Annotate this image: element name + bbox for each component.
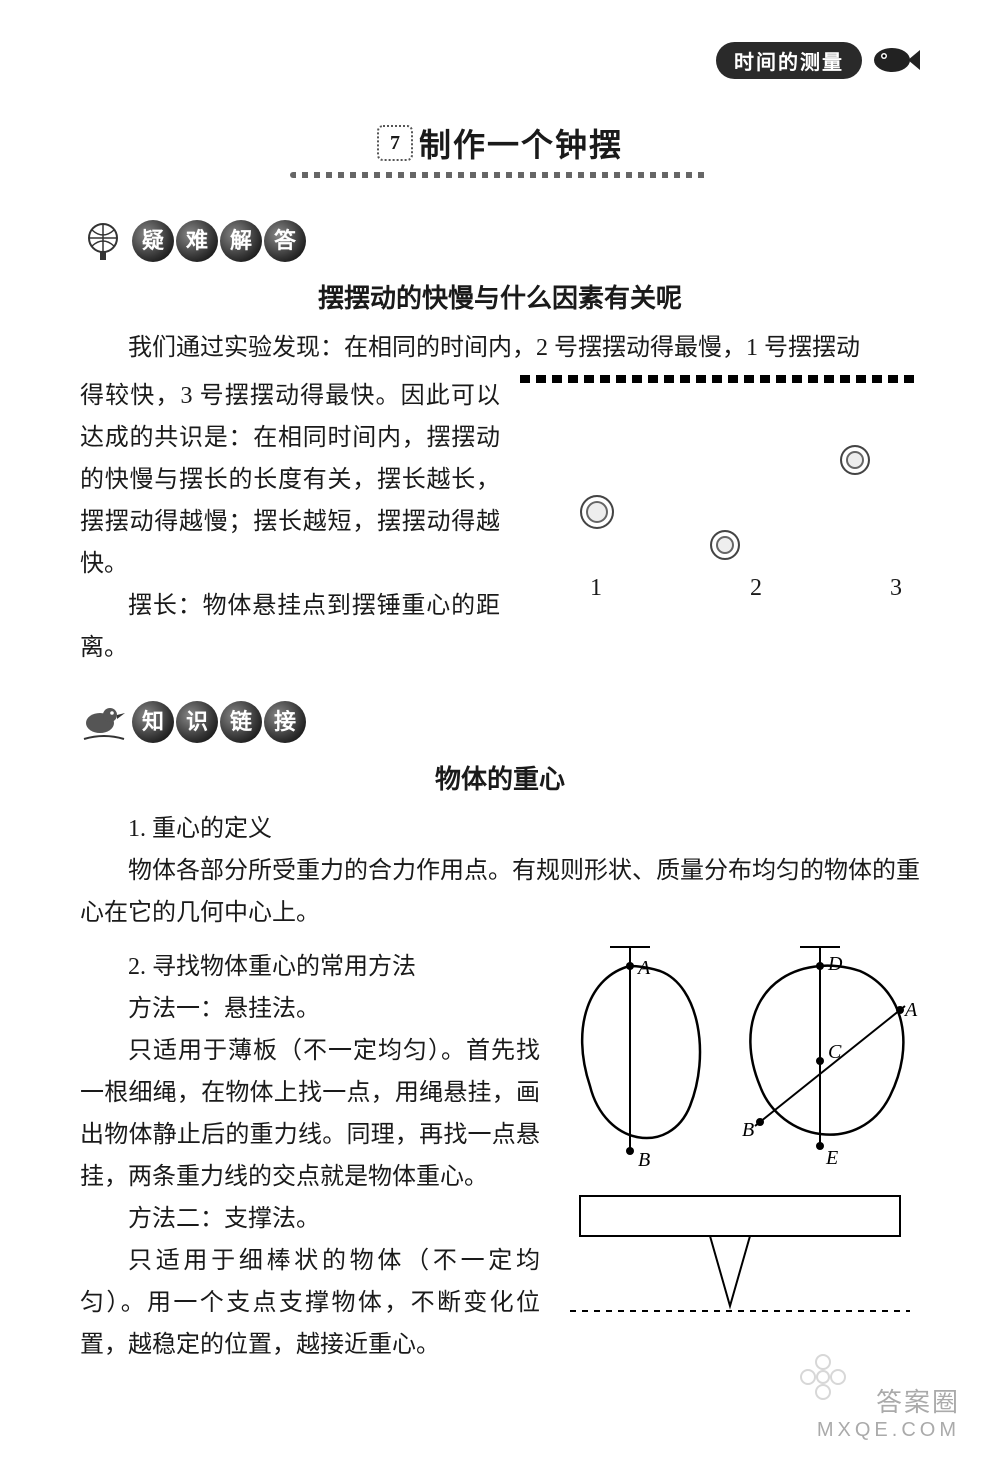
m1-body: 只适用于薄板（不一定均匀）。首先找一根细绳，在物体上找一点，用绳悬挂，画出物体静… xyxy=(80,1030,540,1198)
qa-body2: 摆长：物体悬挂点到摆锤重心的距离。 xyxy=(80,585,500,669)
section-qa-label: 疑 难 解 答 xyxy=(80,218,920,264)
gravity-figures: A B D C A B E xyxy=(560,946,920,1326)
bird-icon xyxy=(80,699,126,745)
m1-title: 方法一：悬挂法。 xyxy=(80,988,540,1030)
pendulum-label-3: 3 xyxy=(890,575,902,602)
header-badge: 时间的测量 xyxy=(716,40,920,80)
knowledge-subheading: 物体的重心 xyxy=(80,759,920,796)
pendulum-bob-1 xyxy=(580,495,614,529)
lbl-C: C xyxy=(828,1041,842,1063)
qa-lead-para: 我们通过实验发现：在相同的时间内，2 号摆摆动得最慢，1 号摆摆动 xyxy=(80,327,920,369)
flower-icon xyxy=(796,1350,850,1404)
m2-body: 只适用于细棒状的物体（不一定均匀）。用一个支点支撑物体，不断变化位置，越稳定的位… xyxy=(80,1240,540,1366)
qa-subheading: 摆摆动的快慢与什么因素有关呢 xyxy=(80,278,920,315)
section-char: 链 xyxy=(220,701,262,743)
pendulum-figure: 1 2 3 xyxy=(520,375,920,605)
section-char: 难 xyxy=(176,220,218,262)
p1-title: 1. 重心的定义 xyxy=(80,808,920,850)
chapter-badge: 时间的测量 xyxy=(716,42,862,79)
watermark: 答案圈 MXQE.COM xyxy=(817,1382,960,1442)
section-char: 知 xyxy=(132,701,174,743)
pendulum-bob-2 xyxy=(710,530,740,560)
lbl-D: D xyxy=(827,953,843,975)
section-char: 解 xyxy=(220,220,262,262)
lesson-title: 制作一个钟摆 xyxy=(419,120,623,166)
lbl-E: E xyxy=(825,1147,838,1169)
pendulum-label-2: 2 xyxy=(750,575,762,602)
m2-title: 方法二：支撑法。 xyxy=(80,1198,540,1240)
pendulum-label-1: 1 xyxy=(590,575,602,602)
fish-icon xyxy=(870,40,920,80)
hanging-diagram: A B D C A B E xyxy=(560,946,920,1176)
globe-icon xyxy=(80,218,126,264)
lesson-title-block: 7 制作一个钟摆 xyxy=(80,120,920,178)
lbl-A2: A xyxy=(903,999,918,1021)
section-char: 接 xyxy=(264,701,306,743)
lbl-B: B xyxy=(638,1149,650,1171)
lbl-B2: B xyxy=(742,1119,754,1141)
section-char: 疑 xyxy=(132,220,174,262)
p1-body: 物体各部分所受重力的合力作用点。有规则形状、质量分布均匀的物体的重心在它的几何中… xyxy=(80,850,920,934)
section-char: 识 xyxy=(176,701,218,743)
pendulum-bar xyxy=(520,375,920,383)
lesson-number: 7 xyxy=(377,125,413,161)
title-underline xyxy=(290,172,710,178)
pendulum-bob-3 xyxy=(840,445,870,475)
watermark-line2: MXQE.COM xyxy=(817,1419,960,1442)
balance-diagram xyxy=(560,1176,920,1326)
qa-body1: 得较快，3 号摆摆动得最快。因此可以达成的共识是：在相同时间内，摆摆动的快慢与摆… xyxy=(80,375,500,585)
section-char: 答 xyxy=(264,220,306,262)
p2-title: 2. 寻找物体重心的常用方法 xyxy=(80,946,540,988)
section-knowledge-label: 知 识 链 接 xyxy=(80,699,920,745)
lbl-A: A xyxy=(636,957,651,979)
